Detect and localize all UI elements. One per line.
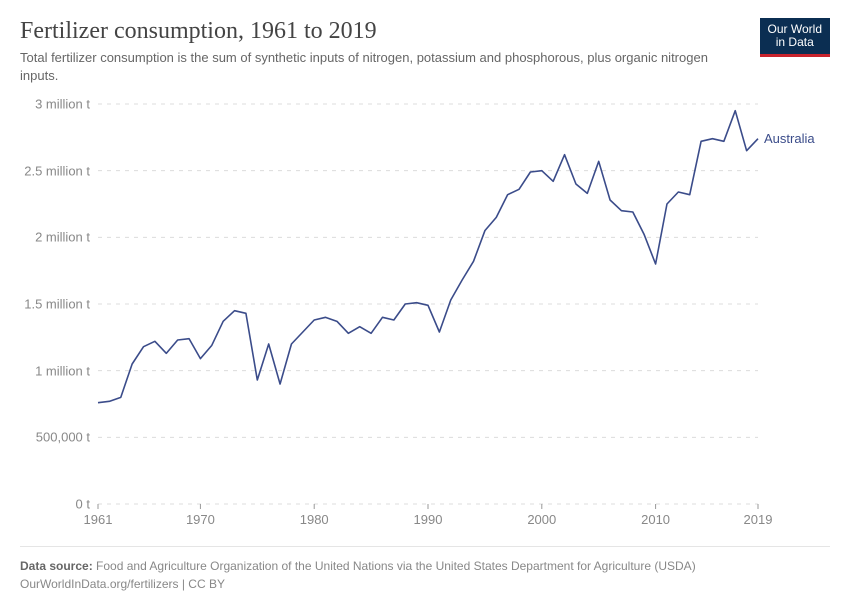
chart-area: 0 t 500,000 t 1 million t 1.5 million t 2 mi…	[20, 94, 830, 534]
x-axis-tick-label: 2019	[744, 512, 773, 527]
y-axis-tick-label: 3 million t	[20, 97, 90, 112]
logo-line-2: in Data	[768, 36, 822, 49]
y-axis-tick-label: 0 t	[20, 497, 90, 512]
x-axis-tick-label: 2000	[527, 512, 556, 527]
logo-line-1: Our World	[768, 23, 822, 36]
series-label-australia: Australia	[764, 131, 815, 146]
x-axis-tick-label: 2010	[641, 512, 670, 527]
series-line-australia	[98, 111, 758, 403]
y-axis-tick-label: 2.5 million t	[20, 163, 90, 178]
owid-logo: Our World in Data	[760, 18, 830, 57]
data-source-label: Data source:	[20, 559, 93, 573]
y-axis-tick-label: 500,000 t	[20, 430, 90, 445]
line-chart-svg	[20, 94, 830, 534]
x-axis-tick-label: 1970	[186, 512, 215, 527]
chart-header: Our World in Data Fertilizer consumption…	[20, 18, 830, 84]
data-source-text: Food and Agriculture Organization of the…	[96, 559, 696, 573]
y-axis-tick-label: 1.5 million t	[20, 297, 90, 312]
x-axis-tick-label: 1990	[414, 512, 443, 527]
data-source-line: Data source: Food and Agriculture Organi…	[20, 557, 830, 575]
chart-subtitle: Total fertilizer consumption is the sum …	[20, 49, 720, 84]
x-axis-tick-label: 1980	[300, 512, 329, 527]
y-axis-tick-label: 1 million t	[20, 363, 90, 378]
y-axis-tick-label: 2 million t	[20, 230, 90, 245]
chart-title: Fertilizer consumption, 1961 to 2019	[20, 18, 830, 45]
x-axis-tick-label: 1961	[84, 512, 113, 527]
attribution-line: OurWorldInData.org/fertilizers | CC BY	[20, 575, 830, 593]
chart-footer: Data source: Food and Agriculture Organi…	[20, 546, 830, 593]
